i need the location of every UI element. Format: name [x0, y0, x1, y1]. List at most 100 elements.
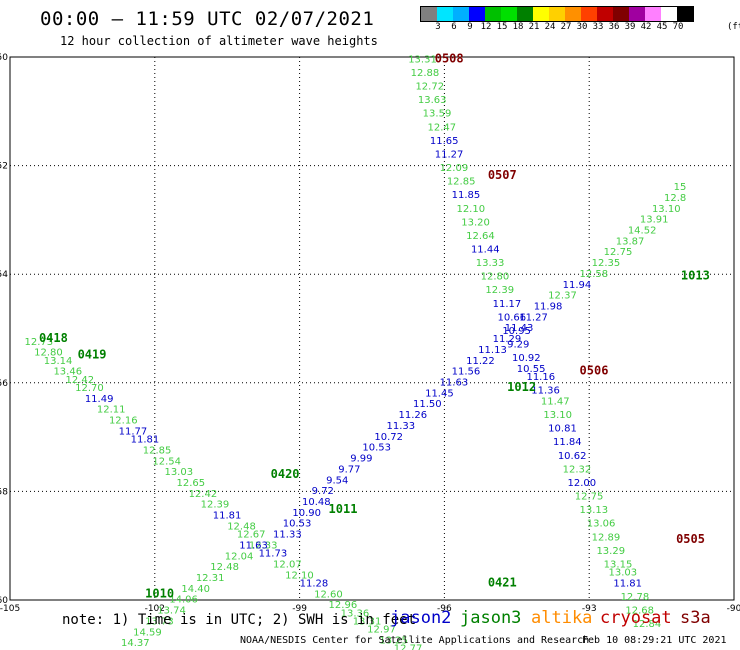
swh-value: 12.75	[575, 492, 604, 503]
track-id-label: 0418	[39, 331, 68, 345]
legend-s3a: s3a	[680, 608, 711, 628]
y-tick-label: -54	[0, 270, 8, 280]
y-tick-label: -52	[0, 162, 8, 172]
swh-value: 14.40	[181, 584, 210, 595]
swh-value: 10.81	[548, 424, 577, 435]
swh-value: 11.28	[300, 578, 329, 589]
swh-value: 12.8	[664, 193, 686, 204]
swh-value: 12.37	[548, 291, 577, 302]
swh-value: 12.77	[394, 644, 423, 650]
colorbar-swatch	[581, 7, 597, 21]
swh-value: 11.98	[534, 301, 563, 312]
swh-value: 12.72	[415, 82, 444, 93]
swh-value: 11.65	[430, 136, 459, 147]
swh-value: 12.10	[456, 204, 485, 215]
track-id-label: 1013	[681, 269, 710, 283]
swh-value: 13.73	[145, 616, 174, 627]
colorbar-swatch	[533, 7, 549, 21]
swh-value: 12.31	[196, 573, 225, 584]
swh-value: 10.72	[374, 432, 403, 443]
swh-value: 13.03	[609, 568, 638, 579]
swh-value: 12.39	[201, 500, 230, 511]
colorbar-swatch	[677, 7, 693, 21]
colorbar-swatch	[501, 7, 517, 21]
colorbar-label: 33	[592, 22, 604, 32]
swh-value: 11.84	[553, 437, 582, 448]
swh-value: 11.29	[493, 334, 522, 345]
track-id-label: 0508	[435, 51, 464, 65]
track-id-label: 1011	[329, 502, 358, 516]
swh-value: 13.15	[604, 559, 633, 570]
colorbar-label: 21	[528, 22, 540, 32]
track-id-label: 0420	[271, 467, 300, 481]
swh-value: 12.75	[604, 247, 633, 258]
swh-value: 11.43	[505, 323, 534, 334]
swh-value: 11.33	[386, 421, 415, 432]
legend-jason3: jason3	[460, 608, 522, 628]
x-tick-label: -102	[145, 604, 165, 614]
colorbar-swatch	[645, 7, 661, 21]
y-tick-label: -58	[0, 487, 8, 497]
colorbar-swatch	[613, 7, 629, 21]
track-id-label: 0505	[676, 532, 705, 546]
colorbar-swatch	[453, 7, 469, 21]
swh-value: 12.96	[329, 600, 358, 611]
page-title: 00:00 – 11:59 UTC 02/07/2021	[40, 8, 375, 30]
swh-value: 11.56	[452, 367, 481, 378]
swh-value: 10.53	[283, 519, 312, 530]
swh-value: 11.63	[440, 378, 469, 389]
footer-timestamp: Feb 10 08:29:21 UTC 2021	[582, 635, 727, 646]
swh-value: 11.81	[213, 511, 242, 522]
swh-value: 12.68	[625, 606, 654, 617]
colorbar-swatch	[437, 7, 453, 21]
swh-value: 11.49	[85, 394, 114, 405]
swh-value: 13.10	[652, 204, 681, 215]
x-tick-label: -93	[582, 604, 597, 614]
swh-value: 11.85	[452, 190, 481, 201]
swh-value: 12.39	[485, 285, 514, 296]
swh-value: 12.84	[633, 619, 662, 630]
swh-value: 12.97	[367, 625, 396, 636]
swh-value: 9.77	[338, 464, 360, 475]
colorbar-label: 9	[467, 22, 473, 32]
x-tick-label: -105	[0, 604, 20, 614]
swh-value: 12.64	[466, 231, 495, 242]
swh-value: 12.42	[66, 375, 95, 386]
colorbar-label: 27	[560, 22, 572, 32]
swh-value: 10.48	[302, 497, 331, 508]
colorbar-label: 39	[624, 22, 636, 32]
swh-value: 11.50	[413, 399, 442, 410]
swh-value: 12.65	[177, 478, 206, 489]
swh-value: 10.95	[502, 326, 531, 337]
swh-value: 12.04	[225, 551, 254, 562]
footer-note: note: 1) Time is in UTC; 2) SWH is in fe…	[62, 612, 417, 628]
swh-value: 13.20	[461, 217, 490, 228]
colorbar-label: 70	[672, 22, 684, 32]
swh-value: 12.32	[563, 464, 592, 475]
swh-value: 11.81	[613, 578, 642, 589]
swh-value: 13.63	[418, 95, 447, 106]
swh-value: 12.33	[249, 540, 278, 551]
colorbar-swatch	[661, 7, 677, 21]
swh-value: 12.35	[592, 258, 621, 269]
swh-value: 12.00	[567, 478, 596, 489]
legend-jason2: jason2	[390, 608, 452, 628]
swh-value: 12.85	[447, 177, 476, 188]
swh-value: 13.33	[476, 258, 505, 269]
swh-value: 11.27	[435, 149, 464, 160]
swh-value: 12.70	[75, 383, 104, 394]
swh-value: 11.94	[563, 280, 592, 291]
swh-value: 11.13	[478, 345, 507, 356]
swh-value: 12.42	[189, 489, 218, 500]
swh-value: 10.66	[497, 312, 526, 323]
colorbar-label: 45	[656, 22, 668, 32]
swh-value: 11.63	[239, 540, 268, 551]
swh-value: 13.91	[640, 215, 669, 226]
swh-value: 9.72	[312, 486, 334, 497]
swh-value: 11.22	[466, 356, 495, 367]
swh-value: 13.06	[587, 519, 616, 530]
swh-value: 11.81	[131, 435, 160, 446]
swh-value: 9.99	[350, 454, 372, 465]
swh-value: 13.25	[379, 635, 408, 646]
swh-value: 11.73	[259, 549, 288, 560]
